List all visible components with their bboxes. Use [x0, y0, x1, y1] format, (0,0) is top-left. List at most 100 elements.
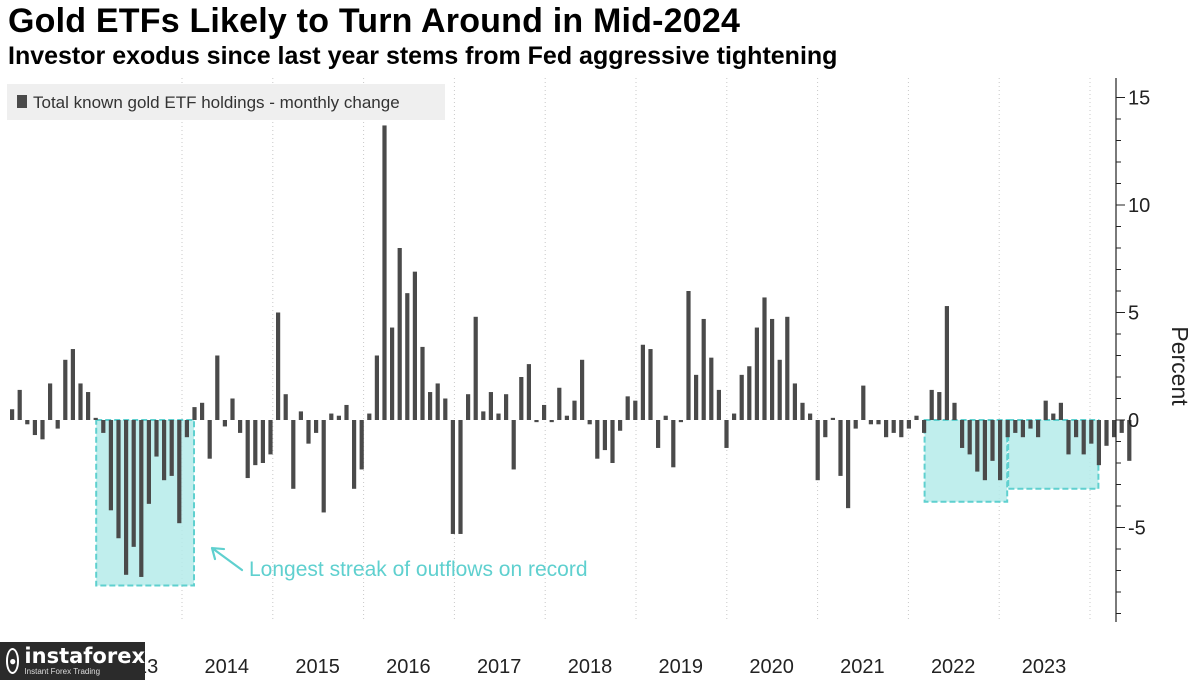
- bar: [154, 420, 159, 457]
- bar: [359, 420, 364, 470]
- bar: [587, 420, 592, 425]
- bar: [268, 420, 273, 455]
- bar: [876, 420, 881, 425]
- bar: [762, 297, 767, 420]
- bar: [374, 355, 379, 420]
- bar: [124, 420, 129, 575]
- y-tick-label: 5: [1128, 303, 1139, 325]
- bar: [238, 420, 243, 433]
- bar: [276, 312, 281, 420]
- bar: [10, 409, 15, 420]
- x-tick-label: 2018: [568, 656, 613, 678]
- bar: [86, 392, 91, 420]
- bar: [884, 420, 889, 438]
- bar: [177, 420, 182, 524]
- bar: [838, 420, 843, 476]
- bar: [131, 420, 136, 547]
- bar: [1043, 400, 1048, 420]
- bar: [93, 417, 98, 420]
- bar: [815, 420, 820, 481]
- bar: [922, 420, 927, 433]
- x-tick-label: 2015: [295, 656, 340, 678]
- x-tick-label: 2023: [1022, 656, 1067, 678]
- bar: [1005, 420, 1010, 438]
- bar: [830, 417, 835, 420]
- bar: [162, 420, 167, 481]
- bar: [1058, 402, 1063, 420]
- bar: [184, 420, 189, 438]
- bar: [1127, 420, 1132, 461]
- bar: [739, 374, 744, 420]
- bar: [108, 420, 113, 511]
- bar: [906, 420, 911, 429]
- legend-background: [7, 84, 445, 120]
- bar: [1089, 420, 1094, 444]
- bar: [777, 359, 782, 420]
- bar: [944, 306, 949, 420]
- bar: [207, 420, 212, 459]
- bar: [602, 420, 607, 451]
- bar: [982, 420, 987, 481]
- bar: [344, 404, 349, 420]
- bar: [200, 402, 205, 420]
- x-tick-label: 2022: [931, 656, 976, 678]
- bar: [473, 316, 478, 420]
- bar: [25, 420, 30, 425]
- bar: [952, 402, 957, 420]
- bar: [458, 420, 463, 534]
- bar: [1066, 420, 1071, 455]
- y-tick-label: 15: [1128, 88, 1150, 110]
- bar: [1028, 420, 1033, 429]
- bar: [428, 392, 433, 420]
- bar: [1081, 420, 1086, 455]
- bar: [1036, 420, 1041, 438]
- bar: [230, 398, 235, 420]
- bar: [435, 383, 440, 420]
- bar: [754, 327, 759, 420]
- bar: [420, 346, 425, 420]
- bar: [534, 420, 539, 423]
- bar: [306, 420, 311, 444]
- bar: [1020, 420, 1025, 438]
- bar: [633, 400, 638, 420]
- bar: [32, 420, 37, 436]
- bar: [519, 377, 524, 420]
- bar: [998, 420, 1003, 481]
- bar: [914, 415, 919, 420]
- bar: [671, 420, 676, 468]
- x-tick-label: 2014: [205, 656, 250, 678]
- bar: [929, 389, 934, 420]
- bar: [496, 413, 501, 420]
- bar: [770, 318, 775, 420]
- bar: [215, 355, 220, 420]
- bar: [891, 420, 896, 433]
- bar: [542, 404, 547, 420]
- bar: [169, 420, 174, 476]
- bar: [656, 420, 661, 448]
- bar: [260, 420, 265, 463]
- bar: [511, 420, 516, 470]
- x-axis: 2013201420152016201720182019202020212022…: [114, 656, 1067, 678]
- instaforex-logo-icon: ●: [6, 648, 20, 674]
- bar: [975, 420, 980, 472]
- y-axis-label: Percent: [1167, 326, 1193, 406]
- bar: [800, 402, 805, 420]
- bar: [78, 383, 83, 420]
- bar: [694, 374, 699, 420]
- x-tick-label: 2020: [749, 656, 794, 678]
- bar: [504, 394, 509, 420]
- bar: [352, 420, 357, 489]
- bar: [481, 411, 486, 420]
- bar: [747, 366, 752, 420]
- bar: [1051, 413, 1056, 420]
- bar: [1074, 420, 1079, 438]
- bar: [549, 420, 554, 423]
- watermark-name: instaforex: [24, 644, 145, 668]
- bar: [336, 415, 341, 420]
- bar: [63, 359, 68, 420]
- bar: [625, 396, 630, 420]
- bar: [1096, 420, 1101, 466]
- legend-label: Total known gold ETF holdings - monthly …: [33, 93, 400, 112]
- bar: [55, 420, 60, 429]
